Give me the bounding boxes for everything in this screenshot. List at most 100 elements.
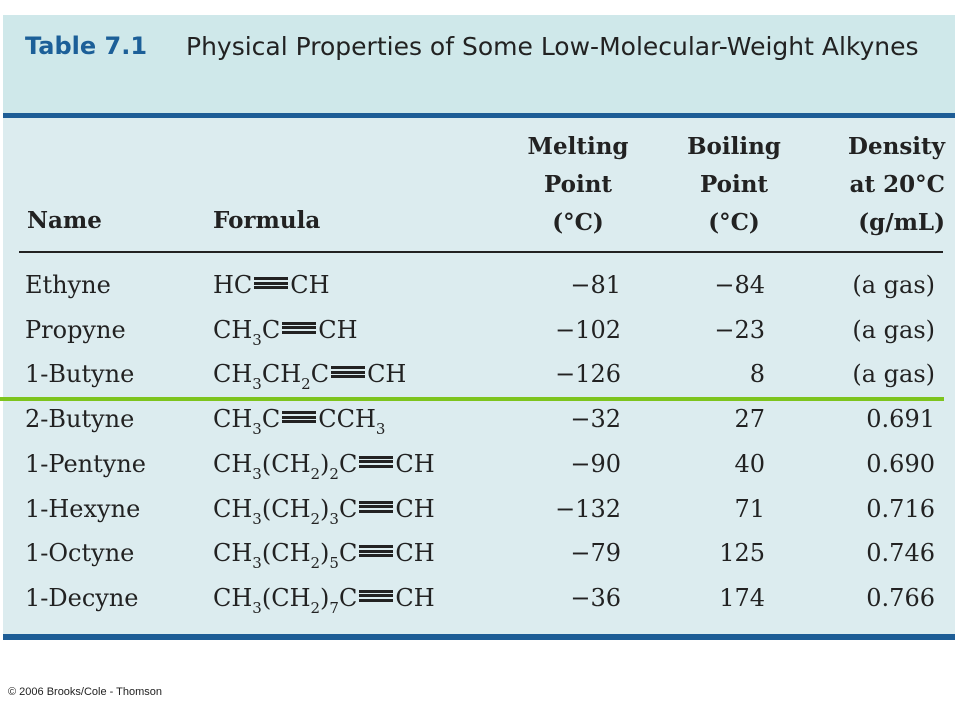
triple-bond: [282, 411, 317, 424]
table-row: 1-Decyne CH3(CH2)7C CH −36 174 0.766: [3, 576, 955, 621]
triple-bond: [254, 277, 289, 289]
copyright-notice: © 2006 Brooks/Cole - Thomson: [8, 686, 163, 698]
table-panel: Table 7.1 Physical Properties of Some Lo…: [3, 15, 955, 640]
header-boiling-point: Boiling Point (°C): [673, 128, 795, 242]
formula-text: C: [338, 539, 358, 568]
triple-bond: [359, 455, 394, 468]
triple-bond: [282, 321, 317, 334]
formula-subscript: 2: [310, 598, 321, 617]
header-rule: [19, 251, 943, 253]
header-formula: Formula: [213, 207, 321, 234]
cell-density: 0.746: [866, 539, 935, 568]
formula-subscript: 2: [301, 375, 311, 394]
cell-melting-point: −79: [570, 539, 621, 568]
cell-boiling-point: −23: [714, 315, 765, 344]
cell-formula: CH3CH2C CH: [213, 352, 406, 407]
formula-text: CH: [213, 405, 253, 434]
formula-text: CH: [395, 494, 435, 523]
cell-melting-point: −81: [570, 271, 621, 299]
header-melting-point-line: (°C): [552, 209, 604, 236]
formula-text: CH: [213, 494, 253, 523]
formula-text: (CH: [261, 494, 311, 523]
triple-bond: [359, 545, 394, 558]
table-row: 1-Pentyne CH3(CH2)2C CH −90 40 0.690: [3, 442, 955, 487]
formula-text: CH: [395, 583, 435, 612]
header-boiling-point-line: (°C): [708, 209, 760, 236]
formula-subscript: 3: [252, 330, 262, 349]
cell-density: (a gas): [852, 315, 935, 344]
formula-text: ): [320, 583, 330, 612]
formula-subscript: 3: [375, 420, 386, 439]
formula-text: CH: [395, 539, 435, 568]
cell-formula: HC CH: [213, 263, 330, 308]
formula-subscript: 3: [252, 509, 262, 528]
formula-text: C: [338, 583, 358, 612]
cell-boiling-point: 27: [734, 405, 765, 434]
cell-formula: CH3(CH2)5C CH: [213, 531, 435, 586]
formula-text: CCH: [318, 405, 376, 434]
table-number: Table 7.1: [25, 32, 148, 60]
formula-text: CH: [213, 449, 253, 478]
formula-text: CH: [395, 449, 435, 478]
cell-density: 0.690: [866, 449, 935, 478]
cell-name: 1-Pentyne: [25, 449, 146, 478]
formula-text: (CH: [261, 539, 311, 568]
table-row: 1-Butyne CH3CH2C CH −126 8 (a gas): [3, 352, 955, 397]
formula-text: ): [320, 539, 330, 568]
header-name: Name: [27, 207, 102, 234]
formula-subscript: 3: [252, 554, 262, 573]
cell-name: 1-Octyne: [25, 539, 135, 568]
header-density-line: (g/mL): [858, 209, 945, 236]
formula-subscript: 3: [252, 420, 262, 439]
cell-boiling-point: −84: [714, 271, 765, 299]
cell-melting-point: −32: [570, 405, 621, 434]
formula-text: CH: [367, 360, 407, 389]
formula-text: C: [338, 494, 358, 523]
formula-text: C: [310, 360, 330, 389]
formula-subscript: 7: [329, 598, 339, 617]
header-density-line: Density: [848, 133, 945, 160]
cell-melting-point: −132: [555, 494, 621, 523]
formula-text: (CH: [261, 449, 311, 478]
cell-name: Propyne: [25, 315, 126, 344]
cell-formula: CH3(CH2)3C CH: [213, 487, 435, 542]
formula-text: CH: [213, 583, 253, 612]
table-row: 1-Octyne CH3(CH2)5C CH −79 125 0.746: [3, 531, 955, 576]
cell-name: 1-Hexyne: [25, 494, 141, 523]
cell-boiling-point: 8: [749, 360, 765, 389]
header-melting-point-line: Point: [543, 171, 613, 198]
cell-name: 1-Butyne: [25, 360, 135, 389]
cell-melting-point: −126: [555, 360, 621, 389]
header-melting-point-line: Melting: [527, 133, 629, 160]
formula-text: ): [320, 494, 330, 523]
formula-text: C: [338, 449, 358, 478]
table-row: Ethyne HC CH −81 −84 (a gas): [3, 263, 955, 308]
formula-text: CH: [290, 271, 330, 299]
table-top-rule: [3, 113, 955, 118]
cell-formula: CH3C CH: [213, 308, 358, 363]
table-row: 1-Hexyne CH3(CH2)3C CH −132 71 0.716: [3, 487, 955, 532]
formula-subscript: 3: [252, 375, 262, 394]
formula-text: C: [261, 315, 281, 344]
triple-bond: [359, 589, 394, 602]
formula-subscript: 3: [252, 464, 262, 483]
cell-melting-point: −90: [570, 449, 621, 478]
header-density: Density at 20°C (g/mL): [815, 128, 945, 242]
formula-text: HC: [213, 271, 253, 299]
cell-boiling-point: 71: [734, 494, 765, 523]
formula-text: CH: [213, 360, 253, 389]
formula-text: CH: [213, 539, 253, 568]
formula-text: C: [261, 405, 281, 434]
cell-melting-point: −36: [570, 583, 621, 612]
cell-density: 0.716: [866, 494, 935, 523]
cell-density: (a gas): [852, 360, 935, 389]
cell-name: 2-Butyne: [25, 405, 135, 434]
highlight-line: [0, 397, 944, 401]
table-title: Physical Properties of Some Low-Molecula…: [186, 32, 919, 61]
formula-text: (CH: [261, 583, 311, 612]
cell-formula: CH3C CCH3: [213, 397, 385, 452]
formula-subscript: 3: [329, 509, 339, 528]
header-boiling-point-line: Point: [699, 171, 769, 198]
triple-bond: [331, 366, 366, 379]
table-title-bar: Table 7.1 Physical Properties of Some Lo…: [3, 15, 955, 113]
